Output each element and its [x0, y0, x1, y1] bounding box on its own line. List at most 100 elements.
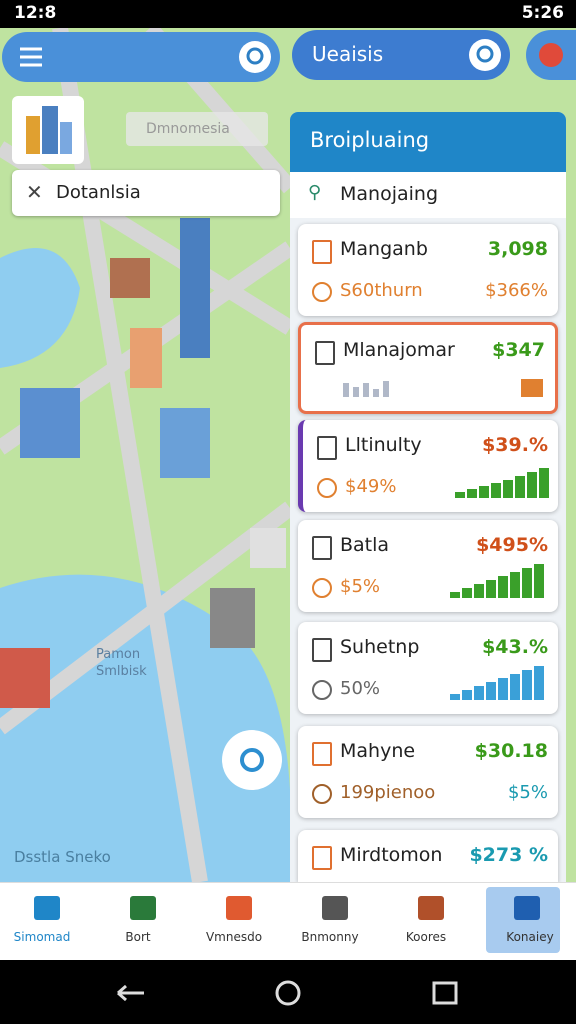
list-card[interactable]: Mlanajomar $347	[298, 322, 558, 414]
card-icon	[315, 341, 335, 365]
card-name: Mlanajomar	[343, 339, 455, 361]
card-value: $495%	[476, 534, 548, 556]
nav-label: Bnmonny	[301, 930, 359, 944]
mini-bar	[491, 483, 501, 498]
list-card[interactable]: Mahyne $30.18 199pienoo $5%	[298, 726, 558, 818]
card-value: $30.18	[474, 740, 548, 762]
search-icon[interactable]	[238, 40, 272, 74]
card-name: Lltinulty	[345, 434, 422, 456]
card-sub: $49%	[345, 476, 397, 497]
map-footer-label: Dsstla Sneko	[14, 848, 111, 866]
card-name: Mahyne	[340, 740, 416, 762]
card-icon	[317, 436, 337, 460]
mini-bar	[450, 694, 460, 700]
mini-bar	[474, 686, 484, 700]
mini-bar	[455, 492, 465, 498]
card-sub-icon	[312, 784, 332, 804]
card-icon	[312, 846, 332, 870]
mini-bar	[353, 387, 359, 397]
card-icon	[312, 742, 332, 766]
top-pill[interactable]: Ueaisis	[292, 30, 510, 80]
water-label-line: Pamon	[96, 647, 141, 662]
card-name: Suhetnp	[340, 636, 420, 658]
card-name: Manganb	[340, 238, 428, 260]
card-sub: S60thurn	[340, 280, 423, 301]
nav-icon[interactable]	[34, 896, 60, 920]
status-time: 12:8	[14, 3, 57, 23]
map-search-text: Dotanlsia	[56, 182, 141, 203]
nav-icon[interactable]	[322, 896, 348, 920]
list-card[interactable]: Manganb 3,098 S60thurn $366%	[298, 224, 558, 316]
menu-icon[interactable]	[20, 47, 44, 67]
nav-icon[interactable]	[226, 896, 252, 920]
nav-label: Vmnesdo	[205, 930, 263, 944]
card-sub-icon	[312, 282, 332, 302]
mini-bar	[498, 576, 508, 598]
mini-bar	[450, 592, 460, 598]
mini-bar	[522, 670, 532, 700]
card-value: $39.%	[482, 434, 548, 456]
mini-bar	[343, 383, 349, 397]
panel-search-text: Manojaing	[340, 183, 439, 205]
list-card[interactable]: Mirdtomon $273 %	[298, 830, 558, 882]
card-icon	[312, 240, 332, 264]
mini-bar	[479, 486, 489, 498]
mini-bar	[498, 678, 508, 700]
mini-bar	[373, 389, 379, 397]
mini-bar	[521, 379, 543, 397]
mini-bar	[486, 682, 496, 700]
mini-bar	[503, 480, 513, 498]
alert-button[interactable]	[526, 30, 576, 80]
card-sub-icon	[312, 578, 332, 598]
mini-bar	[534, 564, 544, 598]
nav-icon[interactable]	[514, 896, 540, 920]
mini-bar	[522, 568, 532, 598]
nav-label: Simomad	[13, 930, 71, 944]
list-card[interactable]: Batla $495% $5%	[298, 520, 558, 612]
mini-bar	[462, 588, 472, 598]
card-sub: 199pienoo	[340, 782, 436, 803]
water-label: Pamon Smlbisk	[96, 646, 147, 680]
mini-bar	[534, 666, 544, 700]
panel-title: Broipluaing	[310, 128, 430, 152]
mini-bar	[539, 468, 549, 498]
water-label-line: Smlbisk	[96, 664, 147, 679]
card-name: Mirdtomon	[340, 844, 443, 866]
card-sub-value: $366%	[485, 280, 548, 301]
card-value: $273 %	[469, 844, 548, 866]
nav-label: Konaiey	[506, 930, 554, 944]
nav-icon[interactable]	[418, 896, 444, 920]
mini-bar	[510, 572, 520, 598]
building-thumb[interactable]	[12, 96, 84, 164]
card-icon	[312, 638, 332, 662]
mini-bar	[467, 489, 477, 498]
list-card[interactable]: Lltinulty $39.% $49%	[298, 420, 558, 512]
card-sub-icon	[317, 478, 337, 498]
status-bar: 12:8 5:26	[0, 0, 576, 28]
card-value: $43.%	[482, 636, 548, 658]
panel-search[interactable]: ⚲ Manojaing	[290, 172, 566, 218]
card-sub: $5%	[340, 576, 381, 597]
nav-label: Koores	[405, 930, 447, 944]
place-label: Dmnomesia	[126, 112, 268, 146]
map-search[interactable]: ✕ Dotanlsia	[12, 170, 280, 216]
status-clock: 5:26	[521, 3, 564, 23]
mini-bar	[363, 383, 369, 397]
list-card[interactable]: Suhetnp $43.% 50%	[298, 622, 558, 714]
mini-bar	[527, 472, 537, 498]
nav-icon[interactable]	[130, 896, 156, 920]
top-bar-left[interactable]	[2, 32, 280, 82]
nav-label: Bort	[125, 930, 151, 944]
mini-bar	[486, 580, 496, 598]
card-value: 3,098	[487, 238, 548, 260]
card-sub: 50%	[340, 678, 381, 699]
mini-bar	[462, 690, 472, 700]
card-name: Batla	[340, 534, 390, 556]
top-pill-text: Ueaisis	[312, 42, 384, 66]
panel-header: Broipluaing	[290, 112, 566, 172]
card-value: $347	[492, 339, 545, 361]
bottom-nav	[0, 882, 576, 961]
card-icon	[312, 536, 332, 560]
mini-bar	[510, 674, 520, 700]
